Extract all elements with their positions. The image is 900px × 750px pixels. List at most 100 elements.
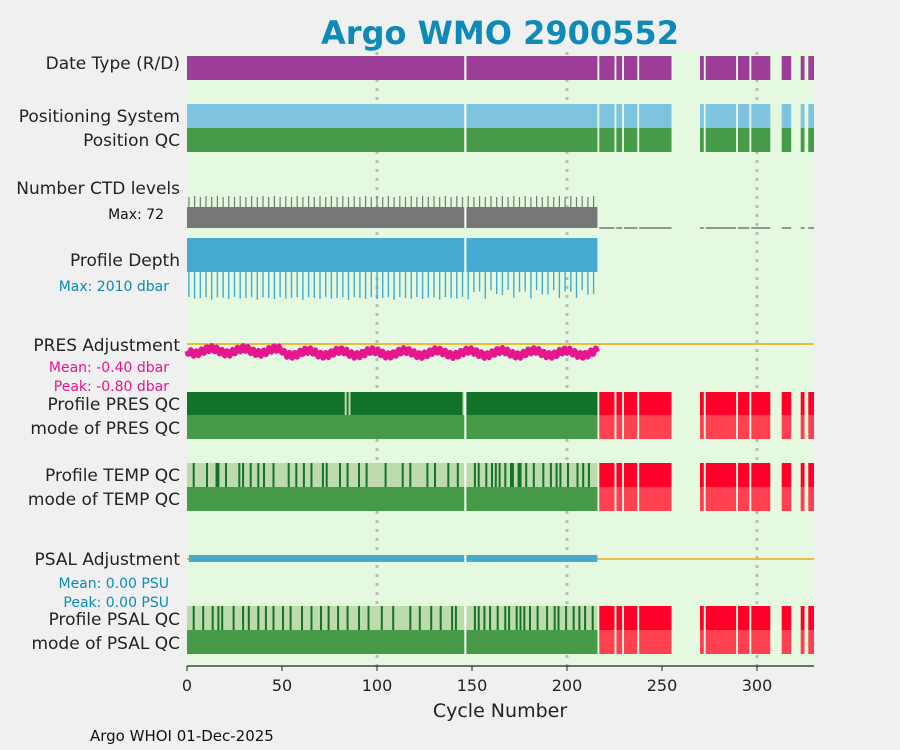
profile-temp-qc-mark [519,463,522,487]
profile-temp-qc-mark [217,463,220,487]
profile-psal-qc-mark [380,606,383,630]
psal-adjustment-series [188,555,598,562]
positioning-system-band [599,104,615,128]
profile-temp-qc-mark [576,463,579,487]
x-tick-label: 0 [182,676,192,695]
pres-adjustment-peak-label: Peak: -0.80 dbar [54,379,169,395]
position-qc-band [808,128,814,152]
profile-psal-qc-mark [489,606,492,630]
mode-psal-qc-good [187,630,598,654]
profile-psal-qc-band [781,606,792,630]
profile-temp-qc-mark [409,463,412,487]
date-type-band [187,56,465,80]
profile-psal-qc-mark [272,606,275,630]
profile-psal-qc-mark [515,606,518,630]
position-qc-band [705,128,737,152]
position-qc-band [700,128,704,152]
profile-temp-qc-band [599,463,615,487]
profile-pres-qc-band [705,392,737,415]
profile-temp-qc-mark [358,463,360,487]
profile-psal-qc-band [599,606,615,630]
profile-psal-qc-mark [546,606,549,630]
psal-adjustment-peak-label: Peak: 0.00 PSU [63,595,169,611]
mode-temp-qc-band [700,487,704,511]
cycle-gap-line [464,104,467,152]
cycle-gap-line [464,392,467,439]
mode-psal-qc-band [705,630,737,654]
cycle-gap-line [464,56,467,80]
x-axis-label: Cycle Number [433,700,567,722]
profile-temp-qc-band [738,463,750,487]
profile-psal-qc-mark [264,606,267,630]
profile-temp-qc-mark [477,463,480,487]
profile-temp-qc-mark [365,463,368,487]
row-label-position-qc: Position QC [83,131,180,151]
profile-temp-qc-mark [555,463,558,487]
profile-psal-qc-mark [418,606,421,630]
mode-temp-qc-good [187,487,598,511]
profile-psal-qc-mark [232,606,235,630]
positioning-system-band [700,104,704,128]
profile-psal-qc-band [738,606,750,630]
profile-temp-qc-mark [272,463,275,487]
profile-temp-qc-band [751,463,771,487]
profile-temp-qc-mark [491,463,493,487]
profile-psal-qc-band [705,606,737,630]
mode-pres-qc-band [700,415,704,439]
profile-pres-qc-light [344,392,347,415]
row-label-profile-depth: Profile Depth [70,251,180,271]
cycle-gap-line [464,555,467,562]
profile-psal-qc-mark [572,606,575,630]
mode-pres-qc-band [808,415,814,439]
profile-temp-qc-mark [532,463,535,487]
profile-temp-qc-mark [295,463,298,487]
ctd-levels-max-label: Max: 72 [108,207,164,223]
mode-psal-qc-band [738,630,750,654]
profile-psal-qc-mark [536,606,539,630]
profile-temp-qc-mark [249,463,252,487]
date-type-band [599,56,615,80]
positioning-system-band [705,104,737,128]
profile-psal-qc-mark [301,606,303,630]
position-qc-band [639,128,672,152]
mode-temp-qc-band [781,487,792,511]
row-label-profile-psal-qc: Profile PSAL QC [49,610,180,630]
profile-psal-qc-mark [289,606,292,630]
positioning-system-band [800,104,805,128]
profile-psal-qc-mark [523,606,526,630]
row-label-psal-adjustment: PSAL Adjustment [35,550,181,570]
profile-psal-qc-mark [320,606,322,630]
mode-psal-qc-band [616,630,623,654]
profile-psal-qc-band [700,606,704,630]
position-qc-band [738,128,750,152]
profile-pres-qc-band [781,392,792,415]
chart-title: Argo WMO 2900552 [321,14,679,52]
profile-psal-qc-mark [483,606,486,630]
row-label-profile-temp-qc: Profile TEMP QC [45,466,180,486]
mode-psal-qc-band [599,630,615,654]
profile-temp-qc-band [800,463,805,487]
mode-psal-qc-band [808,630,814,654]
profile-temp-qc-band [639,463,672,487]
profile-psal-qc-mark [282,606,284,630]
mode-pres-qc-band [616,415,623,439]
profile-pres-qc-band [616,392,623,415]
profile-temp-qc-mark [447,463,450,487]
positioning-system-band [808,104,814,128]
pres-adjustment-series [184,343,600,361]
mode-temp-qc-band [800,487,805,511]
profile-pres-qc-band [808,392,814,415]
date-type-band [800,56,805,80]
x-tick-label: 100 [362,676,393,695]
date-type-band [624,56,638,80]
profile-temp-qc-mark [567,463,569,487]
profile-psal-qc-mark [409,606,412,630]
mode-pres-qc-band [781,415,792,439]
mode-psal-qc-band [751,630,771,654]
profile-temp-qc-mark [287,463,290,487]
date-type-band [738,56,750,80]
row-label-positioning-system: Positioning System [19,107,180,127]
profile-psal-qc-mark [346,606,349,630]
mode-temp-qc-band [624,487,638,511]
profile-depth-max-label: Max: 2010 dbar [59,279,170,295]
